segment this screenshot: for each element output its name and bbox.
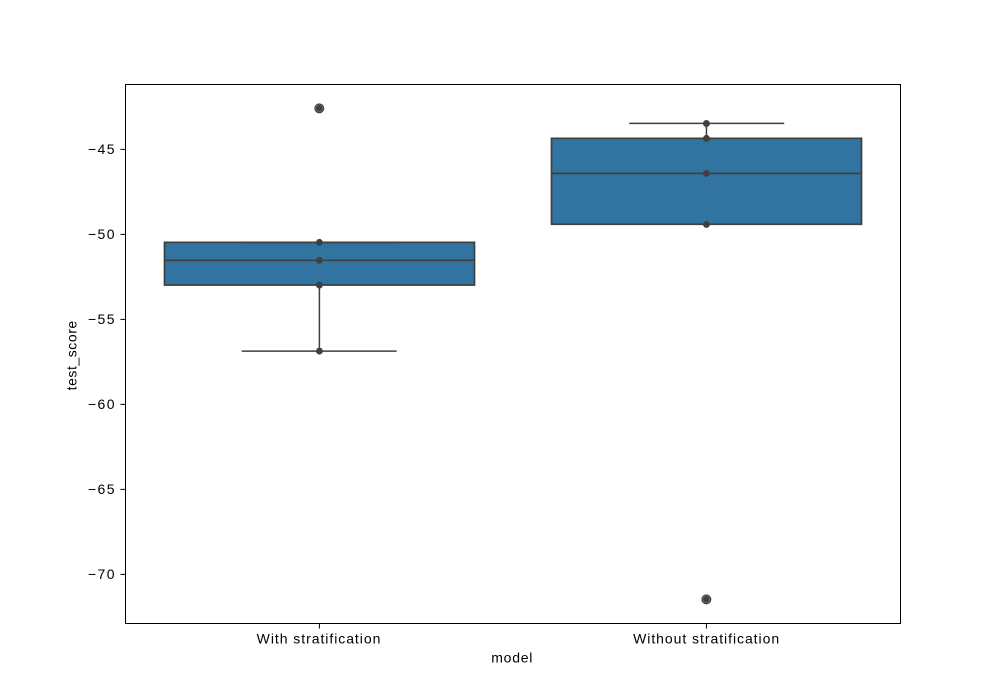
svg-text:With stratification: With stratification bbox=[257, 631, 382, 647]
svg-text:model: model bbox=[491, 650, 533, 666]
svg-text:−45: −45 bbox=[88, 141, 116, 157]
svg-text:Without stratification: Without stratification bbox=[633, 631, 780, 647]
svg-text:−65: −65 bbox=[88, 481, 116, 497]
svg-text:test_score: test_score bbox=[64, 320, 80, 390]
svg-text:−60: −60 bbox=[88, 396, 116, 412]
svg-text:−70: −70 bbox=[88, 566, 116, 582]
svg-text:−50: −50 bbox=[88, 226, 116, 242]
svg-text:−55: −55 bbox=[88, 311, 116, 327]
